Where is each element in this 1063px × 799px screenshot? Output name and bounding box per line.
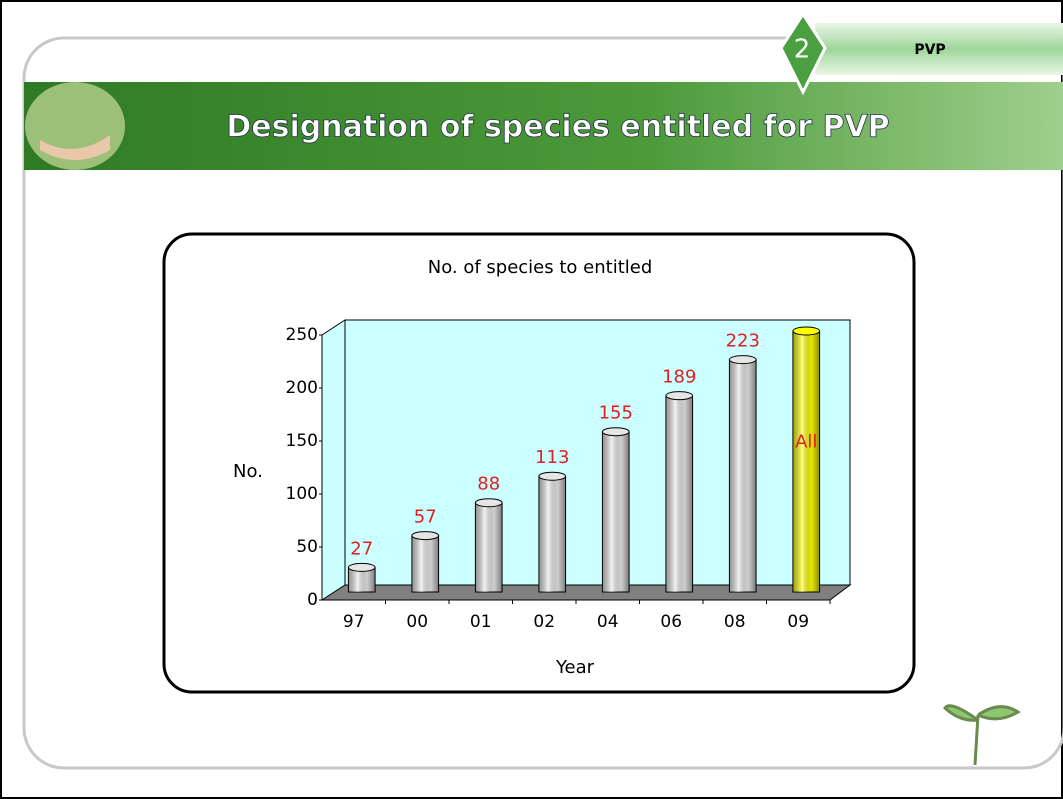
plot-wall [322,320,850,600]
y-axis-label: No. [233,461,263,482]
plot-floor [320,584,852,601]
x-tick-label: 09 [787,612,809,632]
x-tick-label: 04 [597,612,619,632]
x-tick-label: 00 [406,612,428,632]
data-label: 57 [414,507,437,528]
bar-top [792,326,821,336]
bar-top [728,355,757,365]
bar-shading [602,431,630,592]
bar-shading [729,359,757,592]
data-label: 27 [350,538,373,559]
bar-shading [538,476,566,592]
y-tick-label: 150 [286,431,318,451]
section-diamond [779,11,827,96]
section-number: 2 [794,35,811,65]
y-tick-label: 50 [296,537,318,557]
y-tick-label: 0 [307,590,318,610]
bar-top [347,562,376,572]
y-tick-label: 250 [286,325,318,345]
slide-title: Designation of species entitled for PVP [226,110,889,145]
x-axis-label: Year [555,657,595,678]
x-tick-label: 01 [470,612,492,632]
x-tick-label: 02 [533,612,555,632]
section-name: PVP [914,42,945,58]
bar-shading [411,535,439,592]
data-label: 155 [599,403,633,424]
y-tick-label: 200 [286,378,318,398]
data-label: 113 [535,447,569,468]
data-label: 223 [726,331,760,352]
x-tick-label: 08 [724,612,746,632]
x-tick-label: 06 [660,612,682,632]
y-tick-label: 100 [286,484,318,504]
bar-top [411,531,440,541]
bar-shading [475,502,503,592]
bar-top [474,498,503,508]
sprout [943,704,1021,766]
section-tab [815,23,1063,75]
bar-top [538,471,567,481]
data-label: 189 [662,367,696,388]
data-label: All [795,432,817,453]
hands [40,135,110,160]
chart-title: No. of species to entitled [428,257,653,278]
x-tick-label: 97 [343,612,365,632]
title-banner [24,82,1063,170]
bar-top [665,391,694,401]
frame [22,36,1063,770]
bar-shading [665,395,693,592]
bar-shading [792,331,820,592]
data-label: 88 [477,474,500,495]
bar-top [601,427,630,437]
